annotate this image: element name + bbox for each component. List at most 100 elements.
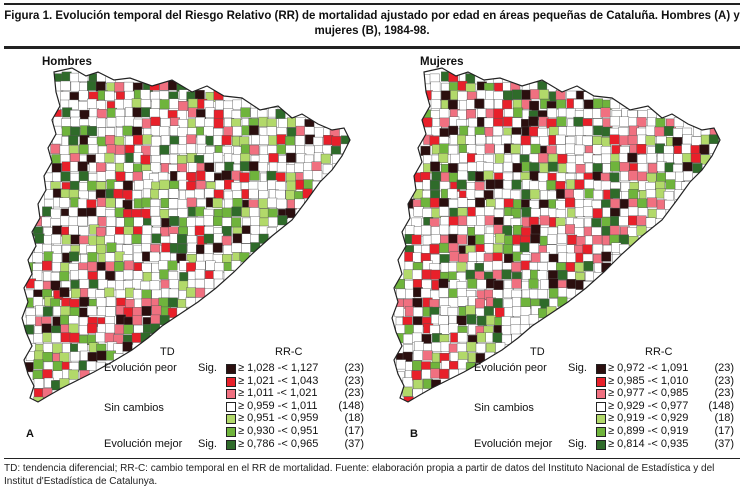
map-area	[573, 189, 584, 200]
map-area	[60, 314, 70, 325]
map-area	[70, 81, 81, 92]
map-area	[609, 225, 620, 236]
map-area	[456, 179, 467, 190]
map-area	[160, 251, 171, 262]
map-area	[529, 180, 540, 191]
map-area	[537, 127, 548, 138]
map-area	[88, 144, 99, 155]
map-area	[123, 324, 134, 335]
map-area	[140, 280, 151, 291]
map-area	[179, 272, 190, 283]
map-catalonia-mujeres	[391, 67, 721, 403]
panel-title: Mujeres	[420, 56, 464, 68]
map-area	[114, 234, 125, 245]
map-area	[672, 128, 683, 139]
map-area	[396, 288, 407, 299]
map-area	[511, 262, 522, 273]
map-area	[221, 217, 232, 228]
map-area	[194, 90, 205, 100]
map-area	[132, 107, 143, 118]
map-area	[104, 332, 115, 343]
map-area	[141, 197, 152, 208]
map-area	[601, 153, 612, 164]
map-area	[87, 261, 98, 272]
map-area	[511, 117, 522, 128]
map-area	[566, 125, 577, 136]
map-area	[628, 189, 639, 200]
map-area	[672, 137, 683, 148]
map-area	[422, 208, 433, 219]
map-area	[96, 227, 107, 238]
map-area	[51, 380, 61, 391]
map-area	[96, 162, 107, 173]
map-area	[43, 251, 54, 262]
map-area	[224, 161, 235, 172]
map-area	[104, 287, 115, 298]
map-area	[231, 206, 242, 217]
map-area	[439, 224, 450, 235]
map-area	[240, 144, 251, 155]
map-area	[131, 98, 142, 109]
map-area	[556, 172, 567, 183]
map-area	[466, 314, 477, 325]
map-area	[503, 298, 514, 309]
legend-range: ≥ 0,985 -< 1,010	[608, 374, 689, 387]
map-area	[114, 207, 125, 218]
map-area	[150, 145, 161, 156]
map-area	[682, 134, 693, 145]
map-area	[141, 262, 152, 273]
map-area	[511, 278, 522, 289]
map-area	[475, 171, 486, 182]
map-area	[601, 137, 612, 148]
map-area	[503, 90, 514, 101]
legend-range: ≥ 1,021 -< 1,043	[238, 374, 319, 387]
map-area	[160, 226, 171, 237]
map-area	[213, 152, 224, 163]
map-area	[78, 90, 89, 101]
map-area	[645, 217, 656, 228]
map-area	[692, 163, 703, 174]
map-area	[50, 272, 61, 283]
map-area	[68, 323, 79, 334]
map-area	[592, 98, 603, 109]
map-area	[194, 188, 205, 199]
legend-row: ≥ 0,977 -< 0,985 (23)	[468, 387, 740, 400]
map-area	[583, 99, 594, 110]
map-area	[50, 143, 61, 154]
legend-count: (23)	[344, 362, 364, 374]
map-area	[86, 199, 97, 210]
map-area	[466, 215, 477, 226]
map-area	[52, 134, 63, 145]
map-area	[169, 215, 180, 226]
map-area	[582, 125, 593, 136]
map-area	[582, 135, 593, 146]
map-area	[664, 126, 674, 137]
map-area	[627, 152, 638, 163]
legend-row: ≥ 1,021 -< 1,043 (23)	[98, 375, 370, 387]
map-area	[584, 179, 595, 190]
map-area	[60, 332, 71, 343]
legend-row: ≥ 0,951 -< 0,959 (18)	[98, 412, 370, 425]
legend-cat-peor: Evolución peor	[104, 362, 177, 374]
map-area	[52, 225, 63, 236]
map-area	[213, 216, 224, 227]
map-area	[69, 332, 80, 343]
map-area	[592, 144, 603, 155]
map-area	[528, 278, 539, 289]
map-area	[303, 170, 313, 181]
map-area	[566, 162, 577, 173]
map-area	[421, 369, 432, 380]
map-area	[132, 171, 143, 182]
map-area	[439, 117, 450, 128]
map-area	[87, 80, 98, 91]
map-area	[239, 252, 250, 263]
map-area	[122, 125, 133, 136]
legend-swatch	[226, 389, 236, 400]
map-area	[492, 298, 503, 309]
map-area	[59, 271, 70, 282]
map-area	[673, 153, 684, 164]
map-area	[278, 118, 288, 129]
map-area	[122, 341, 133, 352]
map-area	[95, 332, 106, 343]
map-area	[213, 278, 224, 289]
